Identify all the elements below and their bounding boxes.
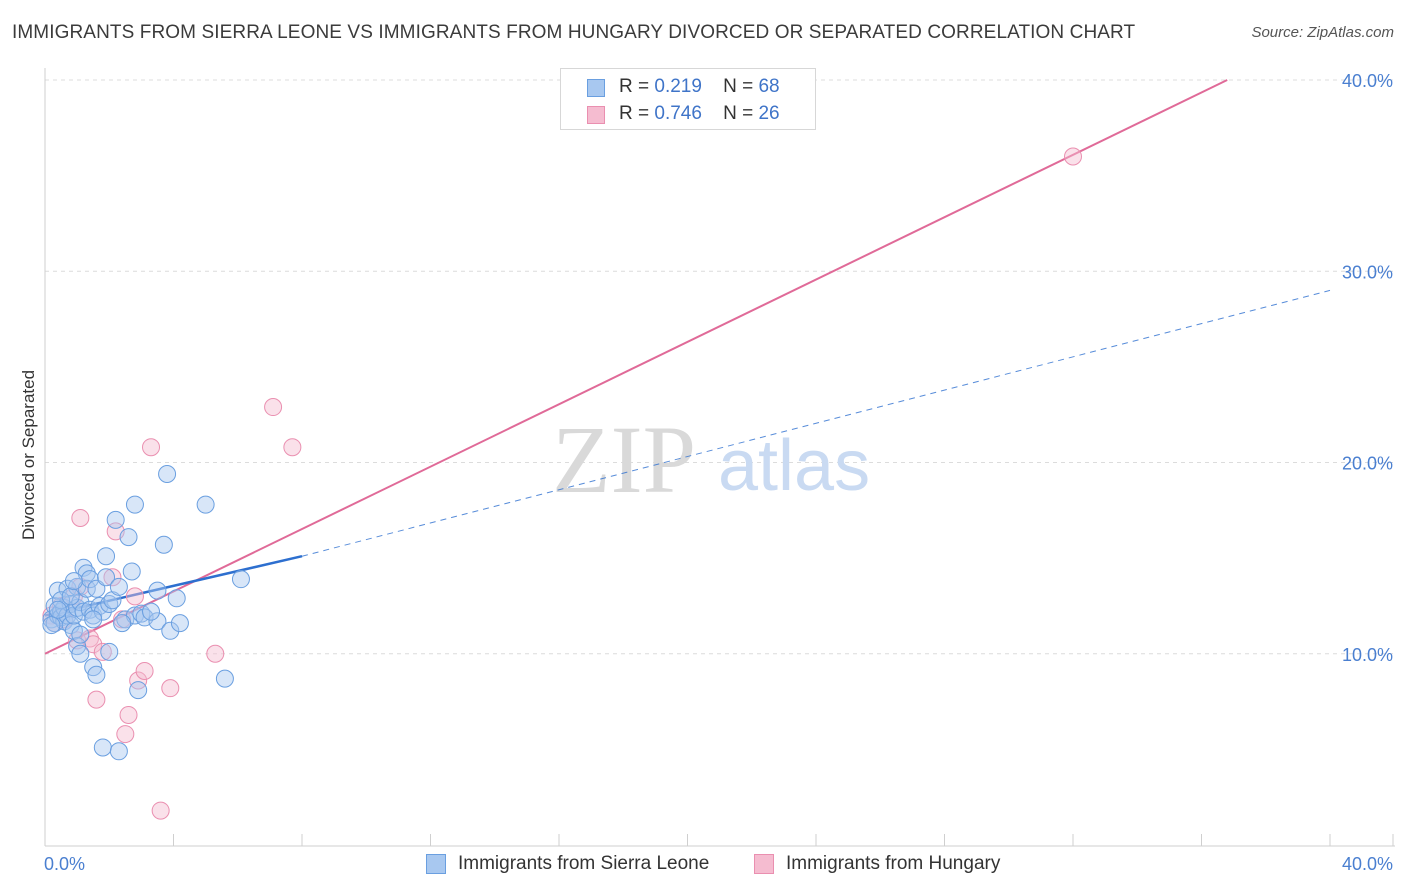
point-hungary-7 — [71, 508, 90, 527]
y-tick-label-0: 10.0% — [1342, 645, 1393, 665]
point-sierra-leone-28 — [87, 579, 106, 598]
bottom-legend-swatch-blue — [426, 854, 446, 874]
points-layer — [42, 147, 1082, 820]
point-sierra-leone-59 — [42, 616, 61, 635]
legend-n-label-2: N = — [723, 103, 754, 124]
point-sierra-leone-54 — [167, 589, 186, 608]
axes-layer — [44, 68, 1395, 847]
point-sierra-leone-31 — [93, 602, 112, 621]
point-sierra-leone-61 — [84, 610, 103, 629]
point-sierra-leone-27 — [84, 606, 103, 625]
point-sierra-leone-60 — [52, 591, 71, 610]
watermark-atlas: atlas — [718, 426, 870, 506]
point-sierra-leone-52 — [158, 464, 177, 483]
point-sierra-leone-20 — [74, 558, 93, 577]
point-hungary-24 — [283, 438, 302, 457]
chart-title: IMMIGRANTS FROM SIERRA LEONE VS IMMIGRAN… — [12, 22, 1136, 43]
point-hungary-11 — [93, 642, 112, 661]
point-sierra-leone-38 — [106, 510, 125, 529]
point-sierra-leone-45 — [125, 495, 144, 514]
point-sierra-leone-62 — [113, 614, 132, 633]
legend-swatch-pink — [587, 106, 605, 124]
point-sierra-leone-46 — [129, 681, 148, 700]
legend-r-value-1: 0.219 — [654, 76, 702, 97]
point-sierra-leone-56 — [196, 495, 215, 514]
point-sierra-leone-19 — [71, 644, 90, 663]
watermark: ZIP atlas — [552, 406, 870, 513]
point-sierra-leone-43 — [122, 562, 141, 581]
trend-lines — [44, 79, 1331, 655]
bottom-legend-label-2: Immigrants from Hungary — [786, 853, 1001, 874]
y-tick-label-2: 30.0% — [1342, 262, 1393, 282]
source-label: Source: ZipAtlas.com — [1251, 24, 1394, 41]
point-hungary-17 — [125, 587, 144, 606]
point-hungary-22 — [206, 644, 225, 663]
point-hungary-23 — [264, 398, 283, 417]
x-tick-label-0: 0.0% — [44, 854, 85, 874]
point-sierra-leone-50 — [148, 612, 167, 631]
y-axis-label: Divorced or Separated — [19, 370, 38, 540]
point-sierra-leone-51 — [154, 535, 173, 554]
point-sierra-leone-66 — [64, 572, 83, 591]
point-sierra-leone-40 — [109, 742, 128, 761]
tick-labels: 10.0% 20.0% 30.0% 40.0% 0.0% 40.0% — [44, 71, 1393, 874]
watermark-zip: ZIP — [552, 406, 696, 513]
legend-text-1: R = 0.219 N = 68 — [619, 76, 780, 98]
point-sierra-leone-57 — [215, 669, 234, 688]
legend-text-2: R = 0.746 N = 26 — [619, 103, 780, 125]
point-sierra-leone-33 — [97, 547, 116, 566]
y-tick-label-1: 20.0% — [1342, 454, 1393, 474]
point-hungary-19 — [135, 661, 154, 680]
legend-n-value-2: 26 — [758, 103, 780, 124]
point-sierra-leone-67 — [142, 602, 161, 621]
legend-n-label-1: N = — [723, 76, 754, 97]
point-sierra-leone-24 — [80, 570, 99, 589]
legend-n-value-1: 68 — [758, 76, 780, 97]
point-sierra-leone-65 — [48, 600, 67, 619]
point-hungary-12 — [103, 568, 122, 587]
point-hungary-26 — [151, 801, 170, 820]
bottom-legend-swatch-pink — [754, 854, 774, 874]
y-tick-label-3: 40.0% — [1342, 71, 1393, 91]
point-sierra-leone-42 — [119, 528, 138, 547]
point-sierra-leone-36 — [100, 642, 119, 661]
legend-r-label-2: R = — [619, 103, 650, 124]
point-hungary-20 — [142, 438, 161, 457]
legend-r-label-1: R = — [619, 76, 650, 97]
point-sierra-leone-63 — [61, 587, 80, 606]
point-sierra-leone-39 — [109, 577, 128, 596]
point-sierra-leone-34 — [97, 568, 116, 587]
legend-r-value-2: 0.746 — [654, 103, 702, 124]
point-sierra-leone-53 — [161, 621, 180, 640]
point-sierra-leone-64 — [71, 625, 90, 644]
point-sierra-leone-49 — [148, 581, 167, 600]
point-hungary-18 — [129, 671, 148, 690]
point-sierra-leone-55 — [170, 614, 189, 633]
point-hungary-25 — [1064, 147, 1082, 166]
point-hungary-15 — [116, 725, 135, 744]
point-sierra-leone-29 — [87, 665, 106, 684]
legend-swatch-blue — [587, 79, 605, 97]
point-sierra-leone-12 — [61, 616, 80, 635]
point-sierra-leone-32 — [93, 738, 112, 757]
trend-line-sierra-leone-extension — [301, 289, 1331, 557]
point-hungary-9 — [84, 635, 103, 654]
point-hungary-10 — [87, 690, 106, 709]
point-sierra-leone-21 — [74, 602, 93, 621]
point-hungary-16 — [119, 705, 138, 724]
correlation-legend: R = 0.219 N = 68 R = 0.746 N = 26 — [560, 68, 816, 130]
x-tick-label-1: 40.0% — [1342, 854, 1393, 874]
point-sierra-leone-58 — [231, 570, 250, 589]
bottom-legend-label-1: Immigrants from Sierra Leone — [458, 853, 710, 874]
trend-line-hungary — [44, 79, 1228, 655]
point-hungary-21 — [161, 679, 180, 698]
